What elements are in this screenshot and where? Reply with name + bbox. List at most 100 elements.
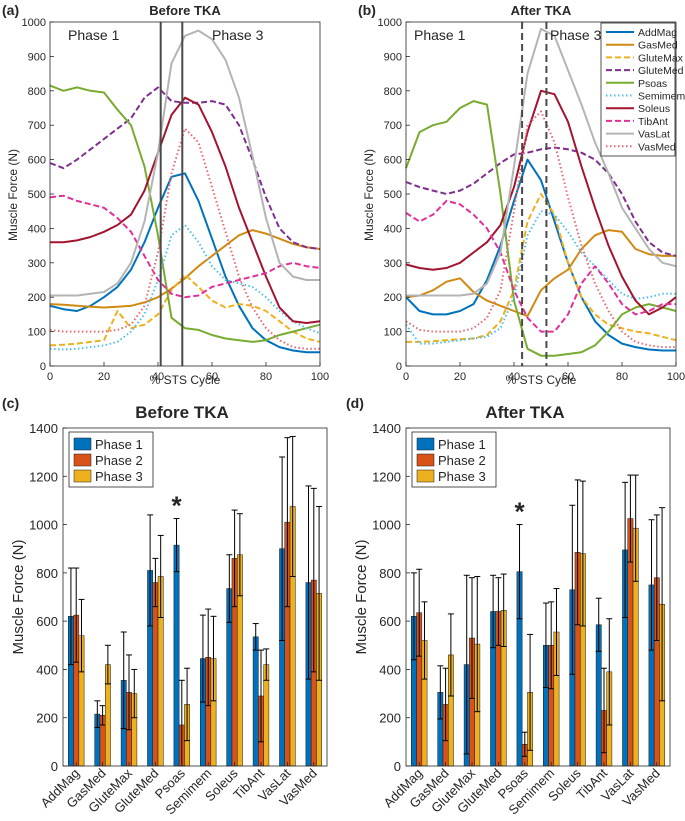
legend-swatch-phase-2 <box>73 453 92 467</box>
y-axis-label: Muscle Force (N) <box>353 539 370 654</box>
legend-label-tibant: TibAnt <box>638 116 668 128</box>
y-tick-label: 0 <box>396 361 402 373</box>
y-tick-label: 600 <box>36 614 58 629</box>
y-tick-label: 600 <box>28 155 46 167</box>
phase-3-label: Phase 3 <box>212 27 264 43</box>
bar-chart-after-tka: After TKA * AddMagGasMedGluteMaxGluteMed… <box>353 403 671 817</box>
x-axis-label: % STS Cycle <box>150 373 221 387</box>
y-tick-label: 200 <box>384 292 402 304</box>
y-tick-label: 200 <box>36 711 58 726</box>
y-tick-label: 0 <box>51 759 58 774</box>
legend-swatch-phase-3 <box>416 469 435 483</box>
series-line-vasmed <box>405 110 676 349</box>
panel-b-letter: (b) <box>358 2 376 18</box>
series-line-tibant <box>49 194 321 299</box>
legend-label-phase-2: Phase 2 <box>438 453 486 468</box>
phase-1-label: Phase 1 <box>68 27 120 43</box>
series-line-soleus <box>50 96 321 324</box>
y-tick-label: 400 <box>28 223 46 235</box>
x-tick-label: 100 <box>667 371 685 383</box>
y-tick-label: 400 <box>384 223 402 235</box>
y-tick-label: 800 <box>28 86 46 98</box>
panel-d-letter: (d) <box>346 395 364 411</box>
y-tick-label: 800 <box>384 86 402 98</box>
series-line-glutemed <box>405 146 677 257</box>
y-tick-label: 200 <box>379 711 401 726</box>
series-line-glutemed <box>49 86 321 250</box>
significance-star: * <box>514 497 525 527</box>
y-tick-label: 400 <box>379 662 401 677</box>
y-tick-label: 800 <box>379 566 401 581</box>
x-tick-label: 40 <box>508 371 520 383</box>
legend-label-addmag: AddMag <box>638 27 677 39</box>
legend-label-phase-1: Phase 1 <box>438 437 486 452</box>
series-line-tibant <box>405 199 676 333</box>
legend-label-vaslat: VasLat <box>638 129 670 141</box>
legend-label-vasmed: VasMed <box>638 141 676 153</box>
significance-star: * <box>171 491 182 521</box>
legend-label-glutemed: GluteMed <box>638 65 684 77</box>
panel-a-letter: (a) <box>2 2 19 18</box>
phase-3-label: Phase 3 <box>550 27 602 43</box>
series-line-addmag <box>49 172 320 354</box>
y-tick-label: 500 <box>28 189 46 201</box>
bar-glutemed-phase-2 <box>152 582 159 767</box>
y-axis-label: Muscle Force (N) <box>6 149 20 241</box>
legend-swatch-phase-2 <box>416 453 435 467</box>
series-line-vaslat <box>406 27 677 297</box>
series-line-glutemax <box>406 193 677 343</box>
series-line-vaslat <box>50 29 320 297</box>
legend-label-soleus: Soleus <box>638 103 670 115</box>
y-tick-label: 700 <box>384 120 402 132</box>
line-chart-after-tka: After TKA Phase 1 Phase 3 AddMagGasMedGl… <box>362 3 685 387</box>
series-line-addmag <box>405 158 676 352</box>
legend-swatch-phase-3 <box>73 469 92 483</box>
chart-title: After TKA <box>511 3 572 18</box>
x-tick-label: 0 <box>47 371 53 383</box>
y-tick-label: 900 <box>384 51 402 63</box>
series-line-gasmed <box>49 229 321 309</box>
y-tick-label: 1000 <box>372 518 401 533</box>
legend-swatch-phase-1 <box>73 437 92 451</box>
line-chart-before-tka: Before TKA Phase 1 Phase 3 0100200300400… <box>6 3 329 387</box>
y-tick-label: 600 <box>384 155 402 167</box>
x-tick-label: 60 <box>206 371 218 383</box>
y-axis-label: Muscle Force (N) <box>10 539 27 654</box>
y-tick-label: 100 <box>384 327 402 339</box>
bar-tibant-phase-1 <box>252 636 259 767</box>
axes-box <box>405 427 671 767</box>
chart-title: Before TKA <box>135 403 229 422</box>
y-tick-label: 1000 <box>22 17 46 29</box>
series-line-psoas <box>405 100 677 357</box>
y-tick-label: 1000 <box>378 17 402 29</box>
legend-label-phase-1: Phase 1 <box>95 437 143 452</box>
y-tick-label: 700 <box>28 120 46 132</box>
axes-box <box>62 427 328 767</box>
legend-label-phase-2: Phase 2 <box>95 453 143 468</box>
y-tick-label: 1000 <box>29 518 58 533</box>
legend-label-phase-3: Phase 3 <box>438 469 486 484</box>
x-tick-label: 100 <box>311 371 329 383</box>
y-tick-label: 100 <box>28 327 46 339</box>
x-tick-label: 60 <box>562 371 574 383</box>
x-tick-label: 20 <box>98 371 110 383</box>
y-tick-label: 600 <box>379 614 401 629</box>
series-line-semimem <box>49 224 321 351</box>
x-tick-label: 80 <box>260 371 272 383</box>
chart-title: After TKA <box>485 403 564 422</box>
x-tick-label: 40 <box>152 371 164 383</box>
x-tick-label: 0 <box>403 371 409 383</box>
y-tick-label: 400 <box>36 662 58 677</box>
y-tick-label: 1400 <box>29 421 58 436</box>
legend-label-glutemax: GluteMax <box>638 52 684 64</box>
bar-chart-before-tka: Before TKA * AddMagGasMedGluteMaxGluteMe… <box>10 403 328 817</box>
y-tick-label: 1200 <box>29 469 58 484</box>
y-tick-label: 300 <box>28 258 46 270</box>
plot-area <box>50 22 320 366</box>
y-tick-label: 1400 <box>372 421 401 436</box>
legend-label-phase-3: Phase 3 <box>95 469 143 484</box>
panel-c-letter: (c) <box>2 395 19 411</box>
x-axis-label: % STS Cycle <box>506 373 577 387</box>
y-tick-label: 300 <box>384 258 402 270</box>
